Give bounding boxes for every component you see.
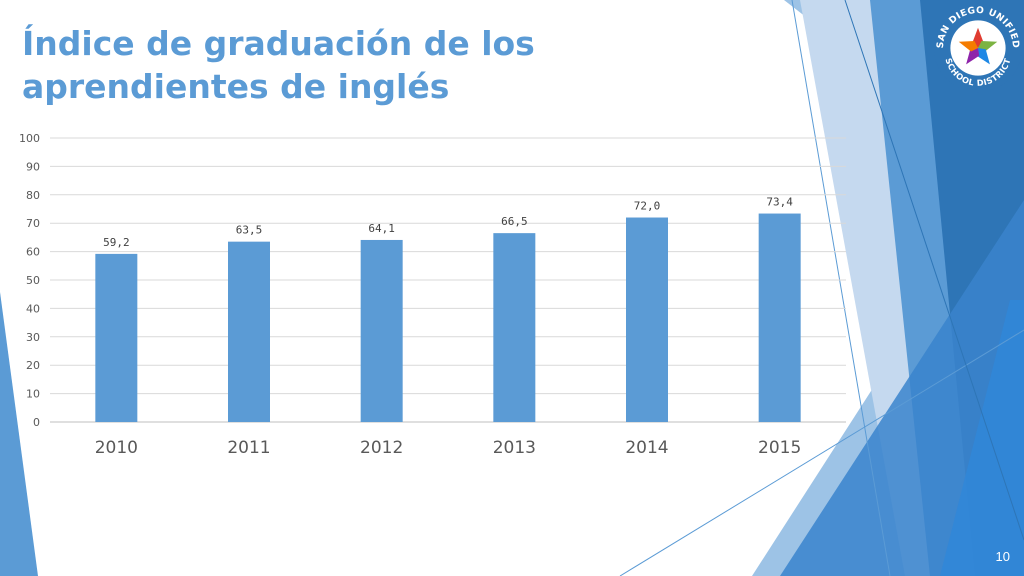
diagonal-line-2 bbox=[619, 329, 1024, 576]
x-tick-label: 2014 bbox=[625, 438, 668, 458]
x-tick-label: 2013 bbox=[493, 438, 536, 458]
y-tick-label: 70 bbox=[26, 217, 40, 230]
y-tick-label: 30 bbox=[26, 331, 40, 344]
bar bbox=[360, 239, 403, 422]
y-tick-label: 90 bbox=[26, 160, 40, 173]
y-tick-label: 80 bbox=[26, 189, 40, 202]
right-panel-bottom bbox=[780, 200, 1024, 576]
data-label: 73,4 bbox=[766, 196, 793, 209]
right-panel-bright bbox=[940, 300, 1024, 576]
slide-title: Índice de graduación de los aprendientes… bbox=[22, 22, 722, 108]
data-label: 64,1 bbox=[368, 222, 395, 235]
x-tick-label: 2011 bbox=[227, 438, 270, 458]
x-tick-label: 2015 bbox=[758, 438, 801, 458]
x-tick-label: 2010 bbox=[95, 438, 138, 458]
bar bbox=[626, 217, 668, 422]
y-tick-label: 20 bbox=[26, 359, 40, 372]
bar bbox=[493, 233, 536, 422]
y-tick-label: 0 bbox=[33, 416, 40, 429]
y-tick-label: 10 bbox=[26, 388, 40, 401]
slide-title-line-2: aprendientes de inglés bbox=[22, 67, 450, 106]
y-tick-label: 100 bbox=[19, 132, 40, 145]
y-tick-label: 50 bbox=[26, 274, 40, 287]
bar bbox=[228, 241, 270, 422]
y-tick-label: 60 bbox=[26, 246, 40, 259]
logo-star-icon bbox=[958, 27, 998, 65]
data-label: 72,0 bbox=[634, 200, 661, 213]
data-label: 63,5 bbox=[236, 224, 263, 237]
left-edge-triangle bbox=[0, 292, 38, 576]
diagonal-line-3 bbox=[844, 0, 1024, 541]
page-number: 10 bbox=[995, 549, 1010, 564]
x-tick-label: 2012 bbox=[360, 438, 403, 458]
bar bbox=[95, 253, 138, 422]
data-label: 66,5 bbox=[501, 215, 528, 228]
slide-title-line-1: Índice de graduación de los bbox=[22, 24, 535, 63]
bar bbox=[758, 213, 801, 422]
data-label: 59,2 bbox=[103, 236, 130, 249]
district-logo: SAN DIEGO UNIFIED SCHOOL DISTRICT bbox=[933, 3, 1023, 93]
y-tick-label: 40 bbox=[26, 302, 40, 315]
diagonal-line-1 bbox=[791, 0, 891, 576]
